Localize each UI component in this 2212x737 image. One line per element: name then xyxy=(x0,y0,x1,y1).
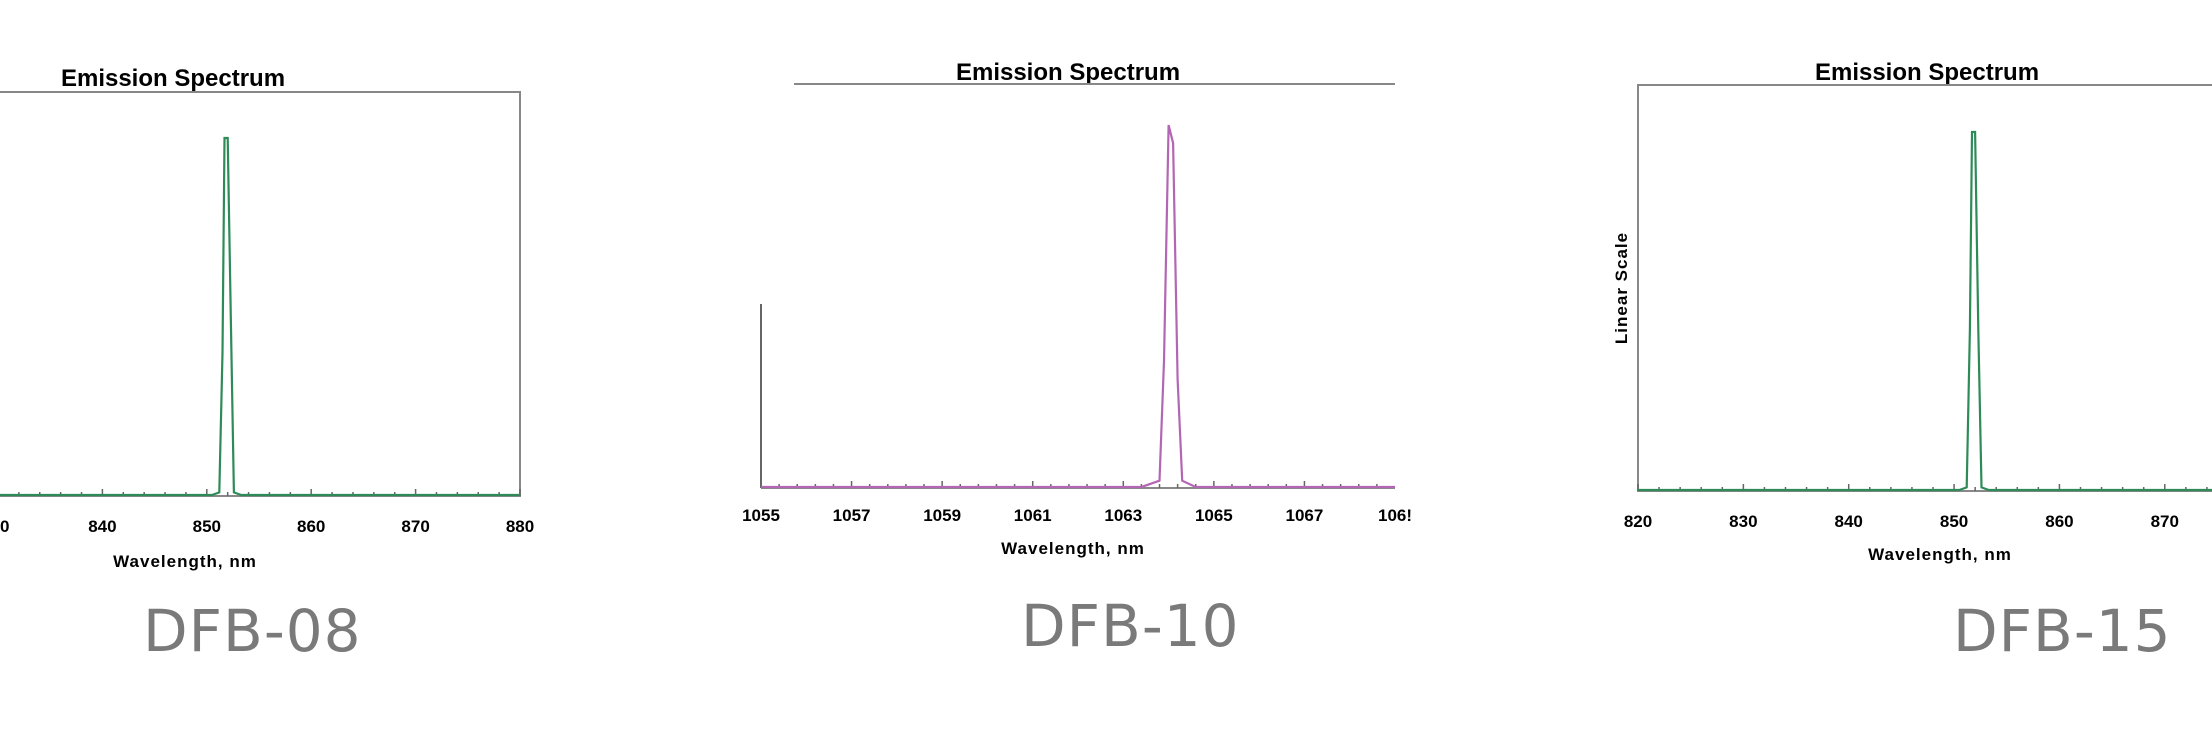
x-tick-label: 870 xyxy=(401,517,429,536)
x-tick-label: 860 xyxy=(2045,512,2073,531)
caption-dfb-08: DFB-08 xyxy=(143,597,362,665)
chart-title: Emission Spectrum xyxy=(956,59,1180,86)
caption-dfb-10: DFB-10 xyxy=(1021,592,1240,660)
x-tick-label: 1055 xyxy=(742,506,780,525)
x-tick-label: 1067 xyxy=(1286,506,1324,525)
x-tick-label: 1057 xyxy=(833,506,871,525)
x-tick-label: 840 xyxy=(88,517,116,536)
x-tick-label: 840 xyxy=(1835,512,1863,531)
x-tick-label: 860 xyxy=(297,517,325,536)
x-axis-label: Wavelength, nm xyxy=(1868,545,2012,564)
x-tick-label: 850 xyxy=(193,517,221,536)
x-axis-label: Wavelength, nm xyxy=(113,552,257,571)
chart-dfb-10: Emission Spectrum 1055 1057 1059 1061 10… xyxy=(742,59,1412,558)
x-tick-label: 1063 xyxy=(1104,506,1142,525)
x-tick-label: 850 xyxy=(1940,512,1968,531)
x-tick-label: 830 xyxy=(1729,512,1757,531)
chart-dfb-08: Emission Spectrum 0 840 850 860 870 880 … xyxy=(0,65,534,571)
spectrum-line xyxy=(1638,130,2212,492)
x-tick-label: 880 xyxy=(506,517,534,536)
x-tick-label: 106! xyxy=(1378,506,1412,525)
chart-title: Emission Spectrum xyxy=(61,65,285,92)
spectrum-line xyxy=(0,136,520,497)
chart-title: Emission Spectrum xyxy=(1815,59,2039,86)
x-tick-label: 1059 xyxy=(923,506,961,525)
plot-frame xyxy=(1637,84,2212,492)
plot-frame xyxy=(0,91,521,497)
y-axis-label: Linear Scale xyxy=(1612,232,1631,344)
chart-dfb-15: Emission Spectrum Linear Scale 820 830 8… xyxy=(1612,59,2212,564)
x-tick-labels: 1055 1057 1059 1061 1063 1065 1067 106! xyxy=(742,506,1412,525)
spectrum-line xyxy=(761,124,1395,489)
x-tick-label: 870 xyxy=(2151,512,2179,531)
caption-dfb-15: DFB-15 xyxy=(1953,597,2172,665)
x-tick-label: 1061 xyxy=(1014,506,1052,525)
x-axis-label: Wavelength, nm xyxy=(1001,539,1145,558)
x-tick-labels: 820 830 840 850 860 870 xyxy=(1624,512,2179,531)
x-tick-label: 1065 xyxy=(1195,506,1233,525)
x-tick-labels: 0 840 850 860 870 880 xyxy=(0,517,534,536)
x-tick-label: 0 xyxy=(0,517,9,536)
x-tick-label: 820 xyxy=(1624,512,1652,531)
